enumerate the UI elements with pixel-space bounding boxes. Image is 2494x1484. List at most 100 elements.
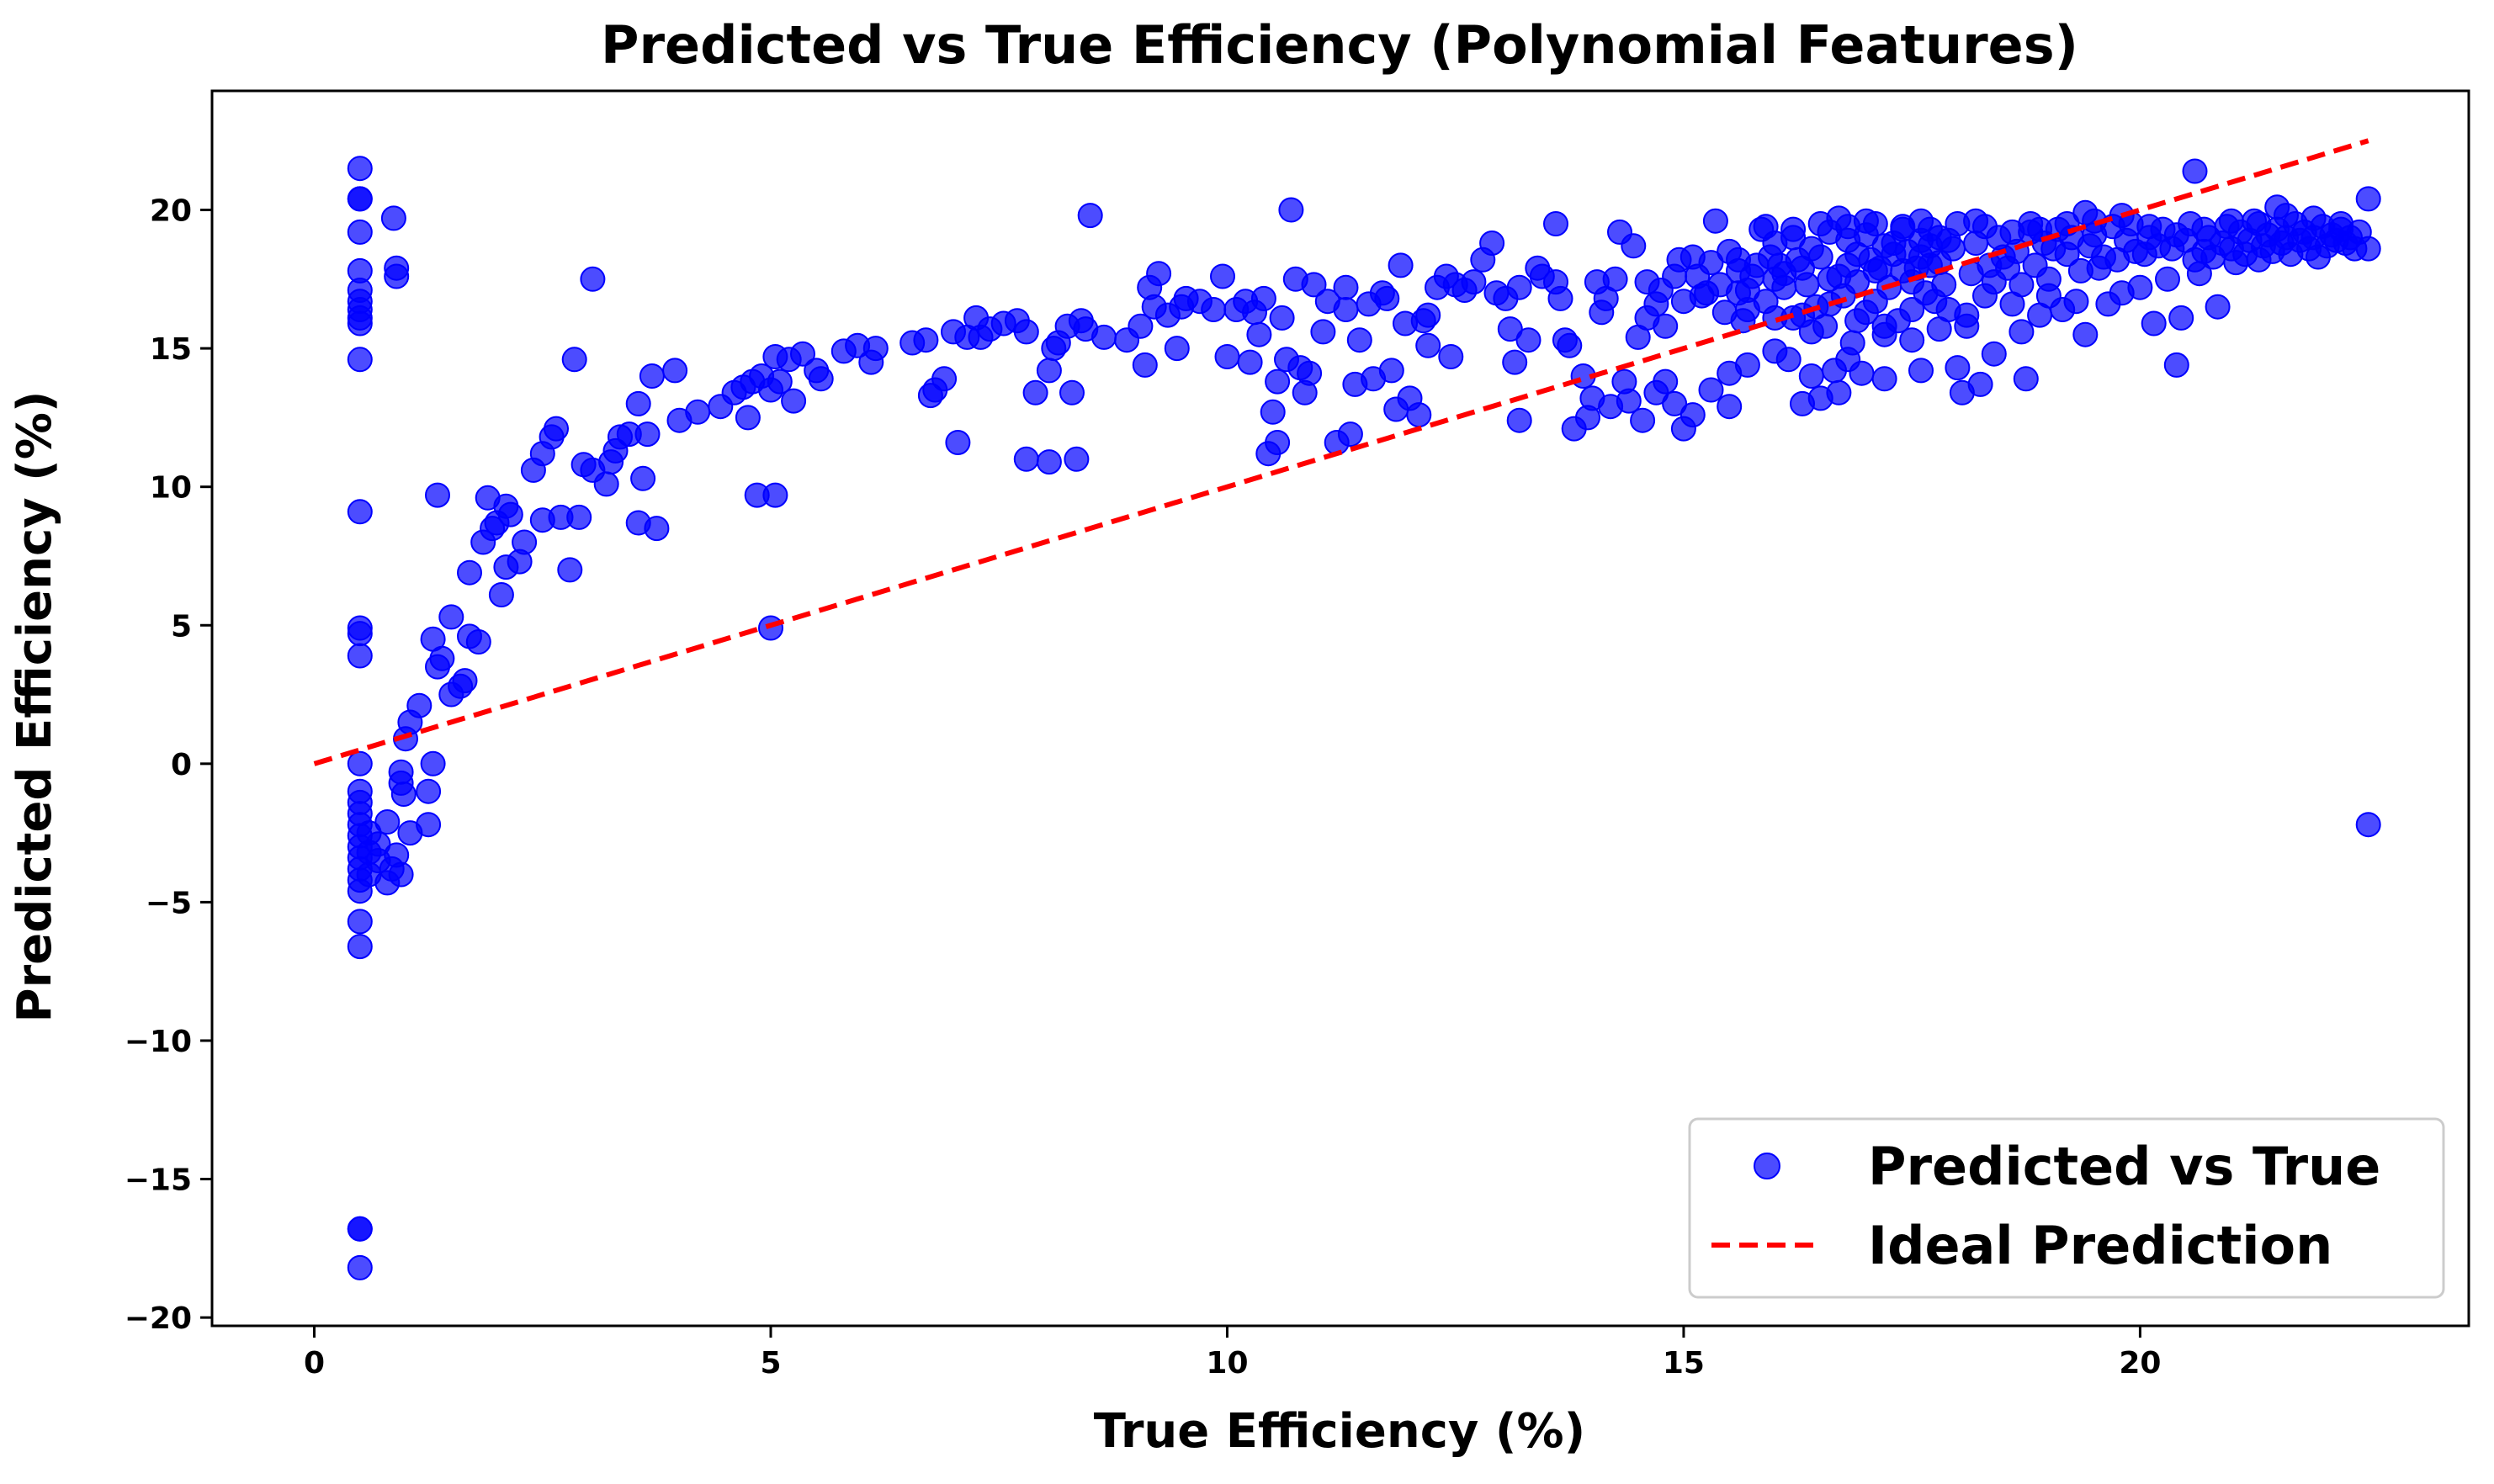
data-point [2218, 208, 2244, 234]
y-tick-label: −5 [146, 886, 192, 920]
data-point [347, 1216, 373, 1242]
data-point [1862, 257, 1888, 284]
legend-label-predicted: Predicted vs True [1868, 1136, 2380, 1197]
data-point [1265, 368, 1291, 395]
data-point [1506, 274, 1532, 300]
data-point [2127, 274, 2153, 300]
data-point [913, 327, 939, 353]
data-point [1547, 285, 1573, 311]
data-point [2205, 294, 2231, 320]
data-point [1250, 285, 1276, 311]
data-point [347, 499, 373, 525]
y-tick-label: 20 [150, 194, 192, 229]
data-point [1899, 297, 1925, 322]
legend-marker-scatter [1754, 1153, 1780, 1179]
data-point [2264, 194, 2290, 220]
data-point [1589, 299, 1615, 326]
data-point [1415, 302, 1441, 328]
data-point [1265, 430, 1291, 455]
data-point [416, 778, 442, 804]
data-point [416, 812, 442, 838]
data-point [2355, 186, 2381, 212]
data-point [347, 219, 373, 245]
data-point [1662, 390, 1688, 416]
data-point [685, 399, 711, 425]
data-point [1237, 349, 1263, 375]
plot-area [313, 138, 2381, 1280]
data-point [2355, 812, 2381, 838]
ideal-prediction-line [313, 138, 2369, 766]
data-point [2013, 366, 2039, 392]
data-point [1502, 349, 1528, 375]
data-point [1146, 261, 1172, 287]
data-point [425, 482, 450, 508]
data-point [1337, 421, 1363, 448]
data-point [1653, 313, 1679, 339]
data-point [2155, 266, 2180, 292]
chart-title: Predicted vs True Efficiency (Polynomial… [601, 14, 2078, 76]
data-point [1717, 394, 1743, 420]
data-point [1963, 208, 1989, 234]
data-point [1515, 327, 1542, 353]
x-tick-label: 20 [2119, 1346, 2161, 1381]
data-point [1630, 407, 1656, 433]
data-point [1406, 402, 1432, 428]
data-point [347, 643, 373, 669]
data-point [1557, 332, 1583, 358]
data-point [639, 363, 665, 389]
y-axis-label: Predicted Efficiency (%) [8, 391, 62, 1023]
data-point [390, 782, 417, 807]
data-point [347, 1254, 373, 1280]
y-tick-label: −10 [125, 1025, 192, 1059]
data-point [1734, 297, 1760, 322]
data-point [2018, 211, 2044, 236]
data-point [2163, 222, 2189, 248]
data-point [1967, 371, 1993, 397]
data-point [347, 347, 373, 373]
data-point [2246, 211, 2272, 236]
data-point [2008, 272, 2035, 298]
data-point [1333, 274, 1359, 300]
data-point [1762, 266, 1788, 292]
data-point [374, 809, 401, 835]
data-point [347, 186, 373, 212]
data-point [1164, 336, 1190, 362]
data-point [1670, 289, 1696, 315]
data-point [1310, 319, 1336, 345]
data-point [1844, 308, 1870, 334]
data-point [1753, 214, 1779, 240]
data-point [347, 310, 373, 337]
data-point [2072, 321, 2099, 347]
data-point [1210, 263, 1235, 289]
data-point [1278, 197, 1304, 223]
data-point [1022, 379, 1048, 405]
data-point [1871, 366, 1897, 392]
data-point [931, 366, 958, 392]
data-point [347, 156, 373, 182]
plot-frame [210, 89, 2470, 1328]
data-point [1981, 341, 2007, 367]
data-point [1899, 327, 1925, 353]
data-point [512, 529, 538, 555]
data-point [1954, 302, 1980, 328]
legend-frame [1688, 1117, 2445, 1299]
data-point [1415, 332, 1441, 358]
data-point [347, 621, 373, 647]
data-point [1506, 407, 1532, 433]
data-point [630, 465, 656, 491]
data-point [1662, 263, 1688, 289]
data-point [2328, 211, 2354, 236]
data-point [388, 861, 414, 888]
data-point [1132, 352, 1158, 378]
data-point [1378, 358, 1404, 384]
y-tick-label: 0 [171, 748, 192, 782]
data-point [457, 559, 482, 586]
data-point [634, 421, 661, 448]
data-point [2063, 289, 2089, 315]
data-point [758, 615, 783, 641]
data-point [662, 358, 688, 384]
data-point [1835, 347, 1861, 373]
data-point [1301, 272, 1327, 298]
data-point [2035, 283, 2062, 309]
